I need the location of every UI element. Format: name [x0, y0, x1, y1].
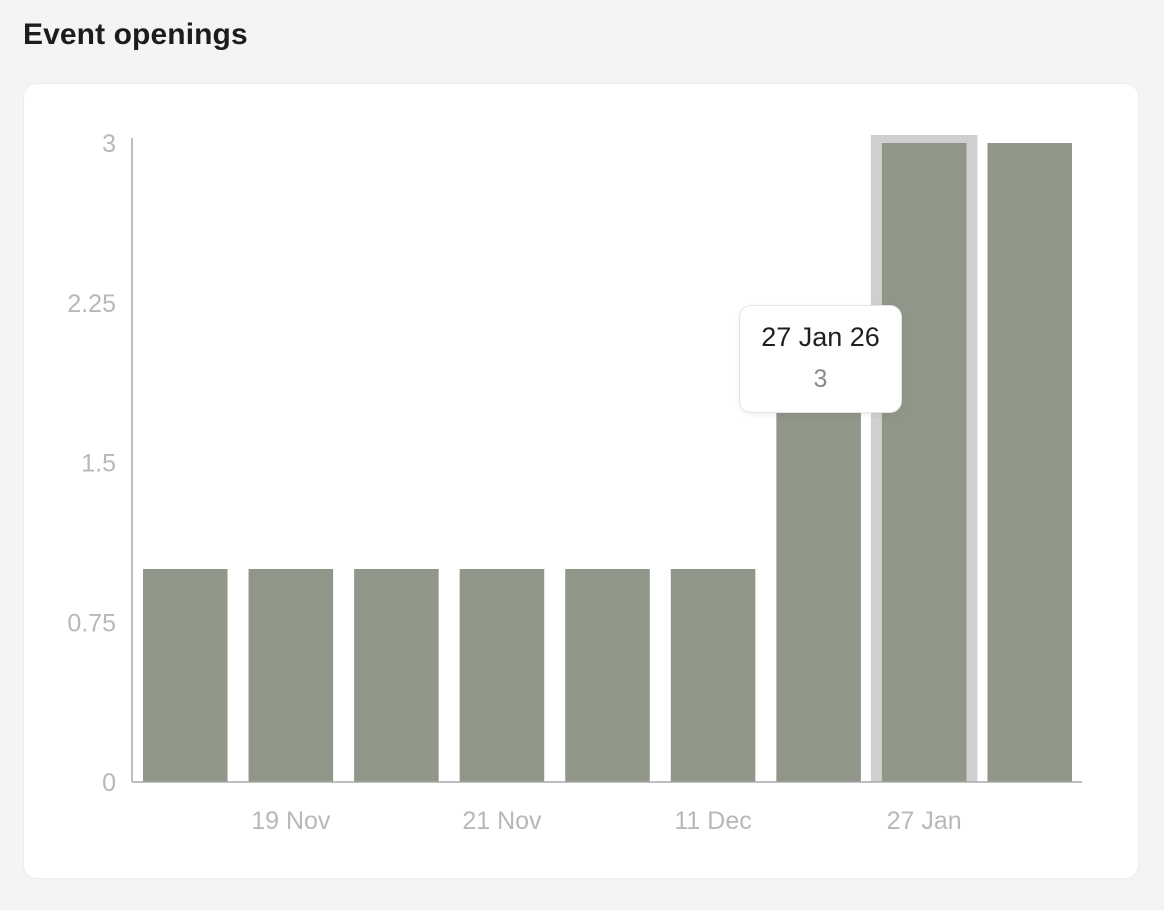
- bar-chart: 0 0.75 1.5 2.25 3 19 Nov 21 Nov 11 Dec 27 Jan: [67, 130, 1082, 835]
- y-tick-label-3: 2.25: [67, 290, 116, 318]
- tooltip-value: 3: [813, 365, 828, 393]
- y-tick-label-1: 0.75: [67, 609, 116, 637]
- bar-2: [354, 569, 439, 782]
- bar-7: [881, 143, 967, 782]
- bar-5: [670, 569, 756, 782]
- y-tick-label-2: 1.5: [81, 450, 116, 478]
- chart-card: 0 0.75 1.5 2.25 3 19 Nov 21 Nov 11 Dec 27 Jan 27…: [23, 83, 1139, 879]
- bar-4: [565, 569, 650, 782]
- y-tick-label-0: 0: [102, 769, 116, 797]
- x-tick-label-1: 21 Nov: [462, 807, 542, 835]
- x-tick-label-0: 19 Nov: [251, 807, 331, 835]
- y-tick-label-4: 3: [102, 130, 116, 158]
- bar-6: [776, 356, 861, 782]
- bar-0: [143, 569, 228, 782]
- tooltip-date: 27 Jan 26: [761, 322, 880, 352]
- section-title: Event openings: [23, 18, 248, 51]
- bar-3: [459, 569, 545, 782]
- x-tick-label-3: 27 Jan: [887, 807, 962, 835]
- bar-8: [987, 143, 1072, 782]
- chart-tooltip: 27 Jan 26 3: [739, 305, 902, 413]
- x-tick-label-2: 11 Dec: [674, 807, 751, 835]
- bar-1: [248, 569, 334, 782]
